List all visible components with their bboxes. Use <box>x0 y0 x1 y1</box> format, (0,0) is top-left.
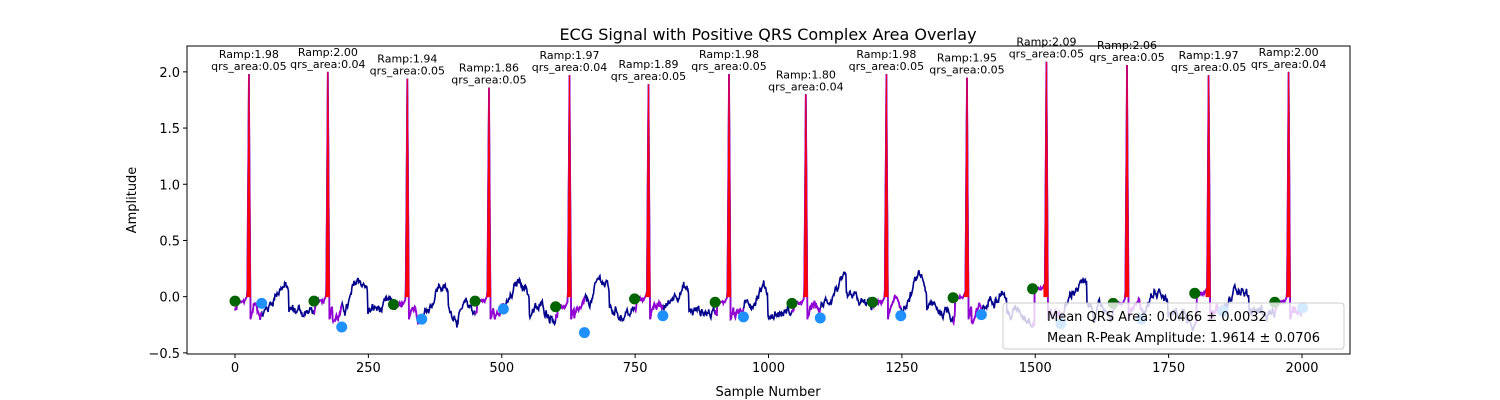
qrs-onset-marker <box>387 299 399 311</box>
y-tick-label: 0.0 <box>159 291 180 306</box>
legend: Mean QRS Area: 0.0466 ± 0.0032 Mean R-Pe… <box>1002 302 1345 350</box>
qrs-area-label: qrs_area:0.05 <box>691 60 766 73</box>
legend-mean-r-peak: Mean R-Peak Amplitude: 1.9614 ± 0.0706 <box>1047 331 1320 346</box>
qrs-area-label: qrs_area:0.05 <box>1171 61 1246 74</box>
x-tick-label: 2000 <box>1285 361 1318 376</box>
r-amplitude-label: Ramp:2.00 <box>1259 46 1319 59</box>
r-amplitude-label: Ramp:1.89 <box>618 58 678 71</box>
qrs-offset-marker <box>895 310 907 322</box>
x-tick-label: 250 <box>356 361 381 376</box>
r-amplitude-label: Ramp:1.98 <box>856 48 916 61</box>
r-amplitude-label: Ramp:1.98 <box>219 48 279 61</box>
qrs-area-fill <box>645 84 651 298</box>
qrs-area-label: qrs_area:0.04 <box>290 58 365 71</box>
r-amplitude-label: Ramp:1.97 <box>1179 49 1239 62</box>
qrs-offset-marker <box>578 327 590 339</box>
qrs-onset-marker <box>867 296 879 308</box>
qrs-offset-marker <box>256 297 268 309</box>
qrs-area-label: qrs_area:0.05 <box>370 65 445 78</box>
qrs-area-fill <box>1043 61 1049 298</box>
qrs-area-fill <box>726 74 732 298</box>
qrs-area-fill <box>1205 75 1211 298</box>
qrs-offset-marker <box>737 311 749 323</box>
y-tick-label: 0.5 <box>159 234 180 249</box>
qrs-onset-marker <box>947 292 959 304</box>
r-amplitude-label: Ramp:1.97 <box>539 49 599 62</box>
qrs-offset-marker <box>657 310 669 322</box>
qrs-offset-marker <box>975 309 987 321</box>
qrs-area-label: qrs_area:0.05 <box>849 60 924 73</box>
qrs-area-fill <box>963 77 970 298</box>
y-axis-title: Amplitude <box>125 167 140 234</box>
qrs-area-fill <box>325 71 330 298</box>
chart-title: ECG Signal with Positive QRS Complex Are… <box>559 25 976 44</box>
y-tick-label: 1.5 <box>159 122 180 137</box>
qrs-area-label: qrs_area:0.04 <box>768 80 843 93</box>
qrs-offset-marker <box>416 313 428 325</box>
qrs-area-fill <box>246 74 251 298</box>
qrs-area-label: qrs_area:0.04 <box>532 61 607 74</box>
qrs-area-label: qrs_area:0.04 <box>1251 58 1326 71</box>
qrs-area-label: qrs_area:0.05 <box>611 70 686 83</box>
qrs-offset-marker <box>336 321 348 333</box>
x-tick-label: 1750 <box>1152 361 1185 376</box>
plot-area: Ramp:1.98qrs_area:0.05Ramp:2.00qrs_area:… <box>211 36 1326 339</box>
qrs-area-label: qrs_area:0.05 <box>211 60 286 73</box>
qrs-onset-marker <box>229 295 241 307</box>
qrs-onset-marker <box>1189 287 1201 299</box>
qrs-area-label: qrs_area:0.05 <box>451 74 526 87</box>
r-amplitude-label: Ramp:1.95 <box>937 51 997 64</box>
qrs-onset-marker <box>1027 283 1039 295</box>
qrs-area-fill <box>486 87 492 298</box>
x-axis-title: Sample Number <box>715 385 821 400</box>
x-tick-label: 1250 <box>885 361 918 376</box>
legend-box <box>1002 302 1345 350</box>
r-amplitude-label: Ramp:2.00 <box>298 46 358 59</box>
qrs-area-fill <box>1286 71 1291 298</box>
qrs-offset-marker <box>497 303 509 315</box>
ecg-signal-line <box>234 61 1303 332</box>
plot-frame <box>186 45 1351 355</box>
qrs-area-fill <box>566 75 572 298</box>
qrs-area-label: qrs_area:0.05 <box>929 63 1004 76</box>
qrs-area-fill <box>1124 65 1130 298</box>
legend-mean-qrs-area: Mean QRS Area: 0.0466 ± 0.0032 <box>1047 310 1267 325</box>
y-tick-label: 2.0 <box>159 66 180 81</box>
x-tick-label: 1500 <box>1019 361 1052 376</box>
y-tick-label: −0.5 <box>148 347 180 362</box>
r-amplitude-label: Ramp:2.09 <box>1016 36 1076 49</box>
qrs-area-fill <box>404 78 410 298</box>
qrs-area-label: qrs_area:0.05 <box>1009 48 1084 61</box>
y-tick-label: 1.0 <box>159 178 180 193</box>
x-axis: 0 250 500 750 1000 1250 1500 1750 2000 <box>231 354 1319 376</box>
r-amplitude-label: Ramp:1.98 <box>699 48 759 61</box>
y-axis: −0.5 0.0 0.5 1.0 1.5 2.0 <box>148 66 187 362</box>
x-tick-label: 1000 <box>752 361 785 376</box>
qrs-onset-marker <box>629 293 641 305</box>
x-tick-label: 500 <box>489 361 514 376</box>
r-amplitude-label: Ramp:1.80 <box>776 68 836 81</box>
x-tick-label: 0 <box>231 361 239 376</box>
qrs-area-label: qrs_area:0.05 <box>1089 51 1164 64</box>
r-amplitude-label: Ramp:1.94 <box>377 53 437 66</box>
qrs-onset-marker <box>709 296 721 308</box>
x-tick-label: 750 <box>623 361 648 376</box>
qrs-area-fill <box>883 74 889 298</box>
qrs-onset-marker <box>469 295 481 307</box>
qrs-onset-marker <box>550 301 562 313</box>
qrs-offset-marker <box>814 312 826 324</box>
qrs-onset-marker <box>308 295 320 307</box>
qrs-area-fill <box>803 94 808 298</box>
qrs-onset-marker <box>786 297 798 309</box>
r-amplitude-label: Ramp:1.86 <box>459 62 519 75</box>
